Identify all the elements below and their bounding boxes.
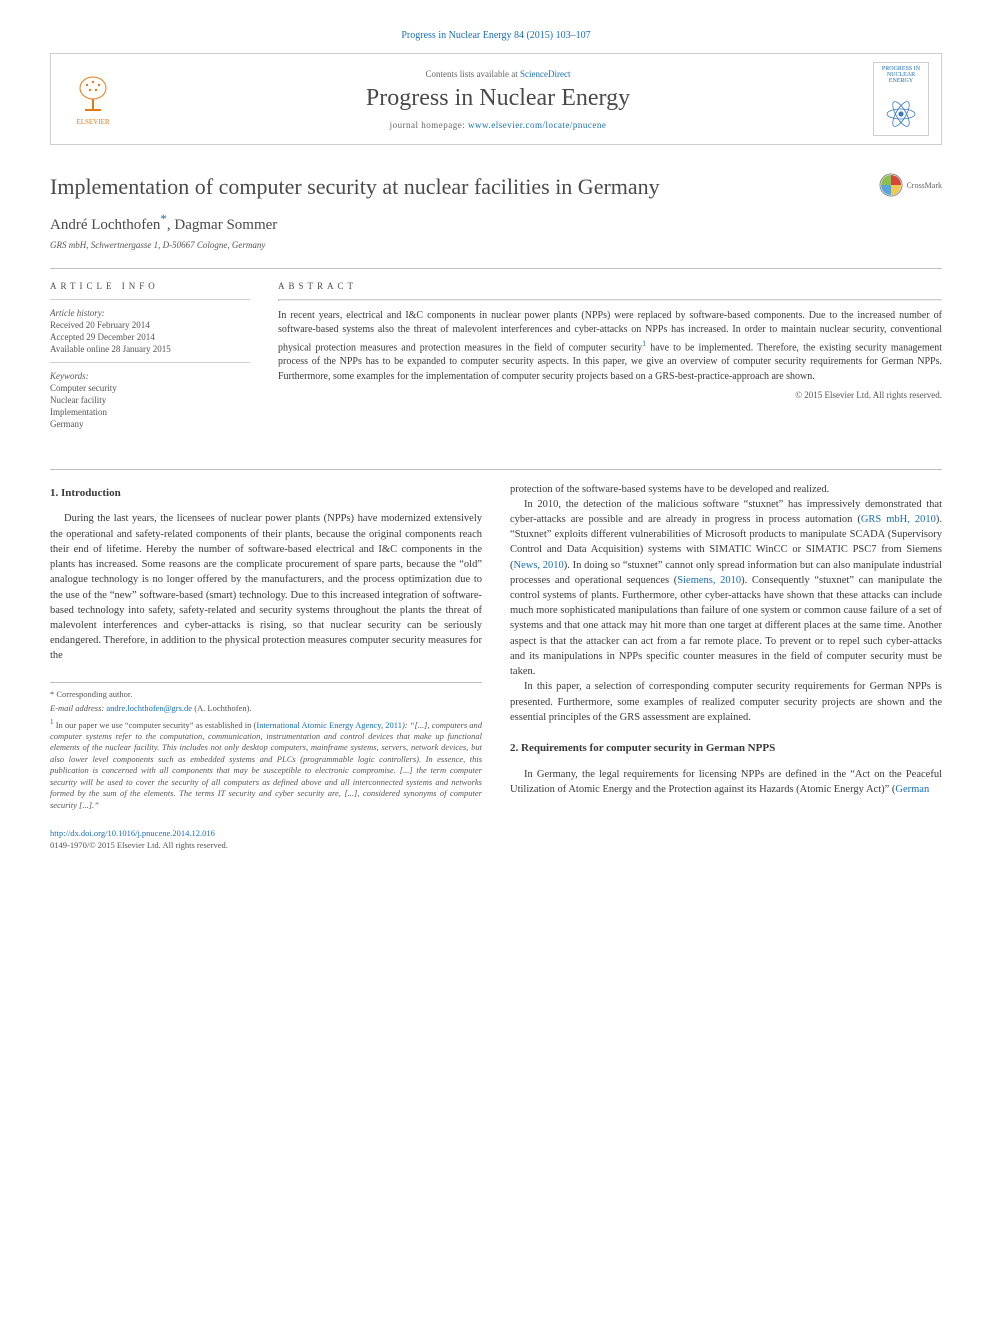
body-columns: 1. Introduction During the last years, t… [50,482,942,852]
cover-title: PROGRESS IN NUCLEAR ENERGY [876,66,926,84]
footnotes: * Corresponding author. E-mail address: … [50,682,482,812]
s2p1a: In Germany, the legal requirements for l… [510,769,942,795]
column-left: 1. Introduction During the last years, t… [50,482,482,852]
header-center: Contents lists available at ScienceDirec… [137,69,859,130]
crossmark-badge[interactable]: CrossMark [879,173,942,197]
abstract: ABSTRACT In recent years, electrical and… [278,281,942,431]
email-label: E-mail address: [50,703,106,713]
keyword-1: Nuclear facility [50,395,250,405]
corr-footnote: * Corresponding author. [50,689,482,700]
cite-siemens[interactable]: Siemens, 2010 [677,575,741,586]
journal-homepage-line: journal homepage: www.elsevier.com/locat… [137,120,859,130]
keyword-0: Computer security [50,383,250,393]
fn1-b: ): “[...], computers and computer system… [50,719,482,809]
crossmark-label: CrossMark [906,181,942,190]
contents-prefix: Contents lists available at [426,69,520,79]
article-info: ARTICLE INFO Article history: Received 2… [50,281,250,431]
keywords-label: Keywords: [50,371,250,381]
cite-grs[interactable]: GRS mbH, 2010 [861,514,936,525]
section-2-p1: In Germany, the legal requirements for l… [510,767,942,797]
abstract-copyright: © 2015 Elsevier Ltd. All rights reserved… [278,390,942,400]
doi-link[interactable]: http://dx.doi.org/10.1016/j.pnucene.2014… [50,828,215,838]
rule-bottom [50,469,942,470]
elsevier-label: ELSEVIER [76,118,109,126]
fn1-a: In our paper we use “computer security” … [56,719,257,729]
crossmark-icon [879,173,903,197]
title-row: Implementation of computer security at n… [50,173,942,201]
abstract-heading: ABSTRACT [278,281,942,291]
rule-abstract [278,299,942,301]
authors: André Lochthofen*, Dagmar Sommer [50,211,942,234]
atom-icon [883,96,919,132]
abstract-body: In recent years, electrical and I&C comp… [278,309,942,385]
journal-header-box: ELSEVIER Contents lists available at Sci… [50,53,942,145]
section-1-p1: During the last years, the licensees of … [50,511,482,663]
keyword-2: Implementation [50,407,250,417]
journal-name: Progress in Nuclear Energy [137,85,859,112]
affiliation: GRS mbH, Schwertnergasse 1, D-50667 Colo… [50,240,942,250]
section-1-p3: In 2010, the detection of the malicious … [510,497,942,680]
journal-cover-thumb: PROGRESS IN NUCLEAR ENERGY [873,62,929,136]
history-accepted: Accepted 29 December 2014 [50,332,250,342]
email-footnote: E-mail address: andre.lochthofen@grs.de … [50,703,482,714]
cite-news[interactable]: News, 2010 [514,560,564,571]
citation-line: Progress in Nuclear Energy 84 (2015) 103… [50,30,942,41]
email-link[interactable]: andre.lochthofen@grs.de [106,703,192,713]
rule-info-2 [50,362,250,363]
footnote-1: 1 In our paper we use “computer security… [50,718,482,812]
paper-title: Implementation of computer security at n… [50,173,660,201]
fn1-marker: 1 [50,718,54,726]
homepage-prefix: journal homepage: [390,120,468,130]
history-online: Available online 28 January 2015 [50,344,250,354]
column-right: protection of the software-based systems… [510,482,942,852]
doi-line: http://dx.doi.org/10.1016/j.pnucene.2014… [50,827,482,839]
author-1: André Lochthofen [50,217,160,233]
section-1-p4: In this paper, a selection of correspond… [510,679,942,725]
history-received: Received 20 February 2014 [50,320,250,330]
contents-line: Contents lists available at ScienceDirec… [137,69,859,79]
sciencedirect-link[interactable]: ScienceDirect [520,69,570,79]
fn1-cite[interactable]: International Atomic Energy Agency, 2011 [256,719,402,729]
elsevier-tree-icon [70,72,116,118]
keyword-3: Germany [50,419,250,429]
cite-german[interactable]: German [895,784,929,795]
elsevier-logo: ELSEVIER [63,65,123,133]
issn-line: 0149-1970/© 2015 Elsevier Ltd. All right… [50,839,482,851]
info-abstract-row: ARTICLE INFO Article history: Received 2… [50,281,942,431]
section-1-p2: protection of the software-based systems… [510,482,942,497]
email-suffix: (A. Lochthofen). [192,703,251,713]
rule-info-1 [50,299,250,300]
rule-top [50,268,942,269]
article-info-heading: ARTICLE INFO [50,281,250,291]
journal-homepage-link[interactable]: www.elsevier.com/locate/pnucene [468,120,606,130]
s1p3d: ). Consequently “stuxnet” can manipulate… [510,575,942,677]
section-1-heading: 1. Introduction [50,486,482,502]
section-2-heading: 2. Requirements for computer security in… [510,741,942,757]
history-label: Article history: [50,308,250,318]
author-2: , Dagmar Sommer [167,217,277,233]
